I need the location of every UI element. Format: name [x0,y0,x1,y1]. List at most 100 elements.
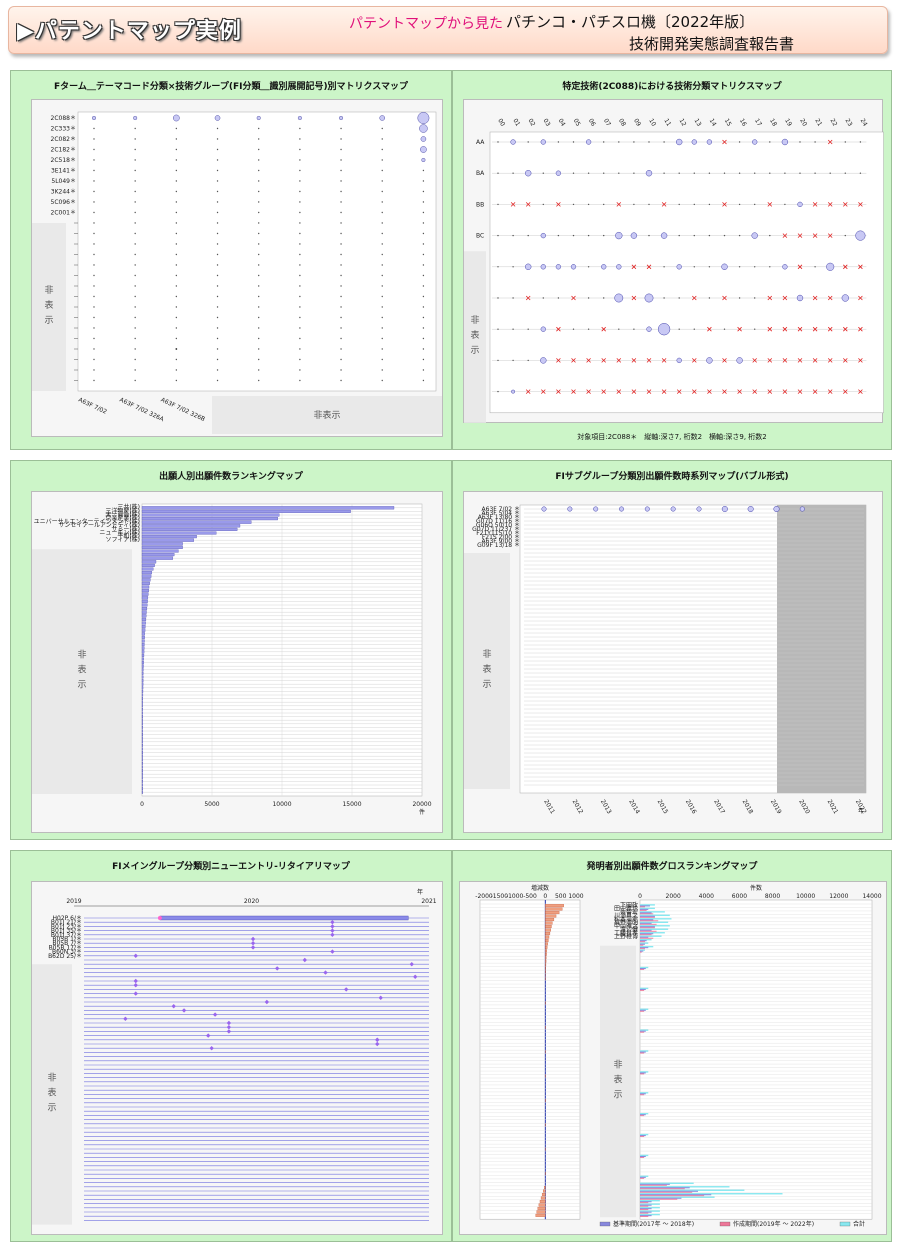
left-tick-label: -1500 [491,893,509,900]
grid-dot [693,328,695,330]
plot-area: 00 01 02 03 04 05 06 07 08 09 10 11 12 13 14 15 16 17 18 19… [463,99,884,423]
grid-dot [258,274,260,277]
applicant-bar [141,754,143,758]
target-period-bar [640,1198,678,1200]
applicant-bar [141,545,183,549]
grid-dot [258,243,260,245]
zero-marker [767,358,773,363]
matrix-bubble [133,115,138,121]
retire-marker [409,962,414,967]
zero-marker [556,202,561,207]
applicant-bar [141,535,197,539]
grid-dot [134,316,136,319]
diff-bar [539,1199,546,1203]
grid-dot [633,141,635,143]
x-category-label: 15 [723,118,733,128]
plot-area: A63F 7/02 ＊ A63F 5/04 ＊ A63F 13/80 ＊ G07D 1… [463,491,883,833]
zero-marker [782,295,788,301]
retire-marker [378,995,383,1000]
zero-marker [601,326,606,332]
base-period-bar [640,1187,690,1189]
matrix-bubble [172,114,180,122]
grid-dot [134,201,136,203]
zero-marker [556,326,561,332]
target-period-bar [640,1094,645,1096]
applicant-bar [141,733,143,737]
grid-dot [340,327,342,329]
base-period-bar [640,936,649,938]
retire-marker [330,928,335,933]
grid-dot [175,232,178,235]
x-tick-label: 2019 [66,898,81,905]
zero-marker [843,326,848,332]
base-period-bar [640,1211,652,1213]
x-category-label: 11 [662,118,672,128]
matrix-bubble [555,170,562,176]
legend-label: 作成期間(2019年 ～ 2022年) [733,1220,814,1228]
applicant-bar [141,513,280,517]
grid-dot [814,172,816,174]
grid-dot [175,169,178,172]
y-category-label: 5C096＊ [51,199,76,206]
grid-dot [93,232,95,235]
applicant-bar [141,581,150,585]
grid-dot [784,172,786,174]
grid-dot [299,211,301,214]
zero-marker [797,358,803,363]
target-period-bar [640,1115,645,1117]
diff-bar [536,1210,546,1214]
matrix-bubble [797,201,803,208]
diff-bar [538,1203,546,1207]
grid-dot [93,190,95,193]
grid-dot [340,274,342,277]
panel-fterm-matrix: Fターム＿テーマコード分類×技術グループ(FI分類＿識別展開記号)別マトリクスマ… [10,70,452,450]
target-period-bar [640,909,647,911]
zero-marker [843,358,848,363]
diff-bar [543,1189,546,1193]
grid-dot [723,172,726,174]
retire-marker [330,920,335,925]
applicant-bar [141,560,157,564]
grid-dot [381,264,383,266]
hidden-label: 非 [613,1058,622,1070]
applicant-bar [141,567,154,571]
grid-dot [527,359,529,362]
legend-swatch [599,1221,611,1227]
grid-dot [299,148,301,151]
matrix-bubble [510,139,516,145]
panel-new-entry-retire: FIメイングループ分類別ニューエントリ-リタイアリマップ 2019 2020 202… [10,850,452,1242]
base-period-bar [640,940,647,942]
applicant-bar [141,553,175,557]
base-period-bar [640,912,652,914]
target-period-bar [640,1205,649,1207]
matrix-bubble [540,139,546,145]
applicant-bar [141,574,152,578]
timeseries-bubble [696,506,702,512]
matrix-bubble [420,146,427,153]
x-axis-label: 年 [417,888,423,896]
grid-dot [299,232,301,235]
zero-marker [631,358,637,363]
grid-dot [542,297,544,299]
fi-main-group-label: B01J 37/＊ [51,932,82,939]
zero-marker [843,389,848,394]
applicant-label: 平和(株) [117,532,140,540]
grid-dot [340,222,342,224]
base-period-bar [640,1183,670,1185]
zero-marker [661,202,667,207]
retire-marker [344,987,349,992]
grid-dot [93,127,95,130]
x-tick-label: 2020 [244,898,259,905]
grid-dot [258,358,260,361]
matrix-bubble [525,263,532,270]
zero-marker [631,389,637,394]
grid-dot [93,295,95,298]
inventor-bar-chart: 増減数 件数-2000-1500-1000 -500 0 500 1000 0 2000 400… [475,884,881,1228]
applicant-bar [141,646,145,650]
grid-dot [299,369,301,371]
right-tick-label: 12000 [829,893,848,900]
grid-dot [708,203,711,206]
grid-dot [381,180,383,182]
fterm-matrix-chart: 2C088＊ 2C333＊ 2C082＊ 2C182＊ 2C518＊ 3E141＊ 5L04… [32,111,442,434]
applicant-bar [141,790,143,794]
